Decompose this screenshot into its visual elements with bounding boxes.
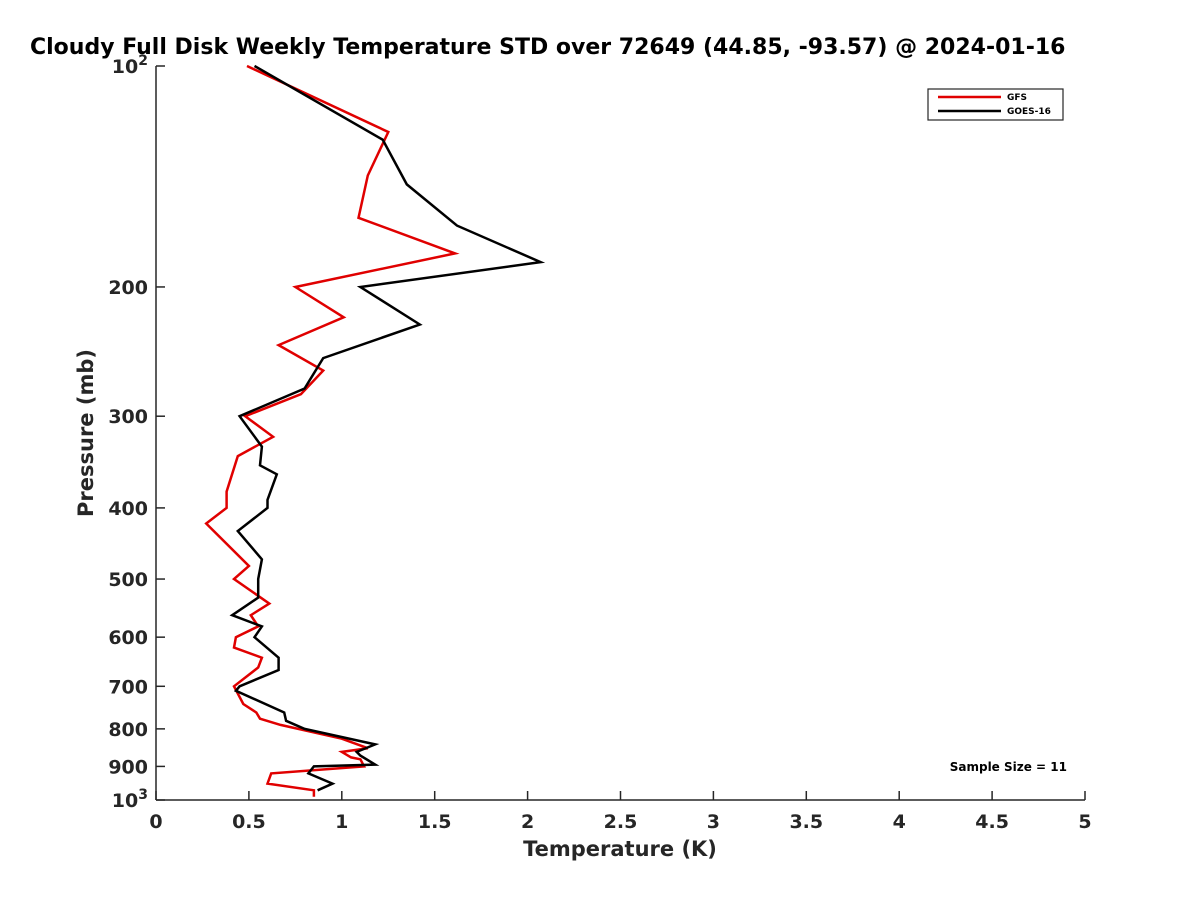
x-tick-label: 5 xyxy=(1078,811,1091,833)
y-tick-label: 200 xyxy=(108,277,148,299)
series-line-gfs xyxy=(204,64,460,797)
x-axis-title: Temperature (K) xyxy=(523,837,717,861)
x-axis-ticks: 0 0.5 1 1.5 2 2.5 3 3.5 4 4.5 5 xyxy=(149,791,1092,833)
y-tick-label: 800 xyxy=(108,719,148,741)
x-tick-label: 0 xyxy=(149,811,162,833)
y-tick-base: 10 xyxy=(112,790,138,812)
y-tick-label: 400 xyxy=(108,498,148,520)
sample-size-annotation: Sample Size = 11 xyxy=(950,760,1067,774)
legend: GFS GOES-16 xyxy=(927,88,1064,121)
y-tick-exponent: 2 xyxy=(138,53,148,69)
x-tick-label: 1 xyxy=(335,811,348,833)
x-tick-label: 3.5 xyxy=(789,811,823,833)
y-tick-label: 500 xyxy=(108,569,148,591)
x-tick-label: 3 xyxy=(707,811,720,833)
plot-area: 0 0.5 1 1.5 2 2.5 3 3.5 4 4.5 5 102200300400500600… xyxy=(108,53,1091,833)
series-layer xyxy=(204,64,546,797)
y-tick-exponent: 3 xyxy=(138,787,148,803)
y-tick-label: 300 xyxy=(108,406,148,428)
legend-box xyxy=(927,88,1064,121)
y-tick-label: 900 xyxy=(108,756,148,778)
x-tick-label: 4 xyxy=(893,811,906,833)
legend-label-gfs: GFS xyxy=(1007,93,1027,103)
legend-label-goes16: GOES-16 xyxy=(1007,107,1051,117)
x-tick-label: 2.5 xyxy=(604,811,638,833)
chart-title: Cloudy Full Disk Weekly Temperature STD … xyxy=(30,35,1065,60)
y-tick-label: 103 xyxy=(112,787,148,812)
y-tick-label: 600 xyxy=(108,627,148,649)
x-tick-label: 0.5 xyxy=(232,811,266,833)
y-tick-label: 102 xyxy=(112,53,148,78)
series-line-goes16 xyxy=(229,64,546,792)
y-axis-title: Pressure (mb) xyxy=(74,349,98,517)
x-tick-label: 4.5 xyxy=(975,811,1009,833)
y-tick-base: 10 xyxy=(112,56,138,78)
x-tick-label: 2 xyxy=(521,811,534,833)
x-tick-label: 1.5 xyxy=(418,811,452,833)
y-tick-label: 700 xyxy=(108,676,148,698)
